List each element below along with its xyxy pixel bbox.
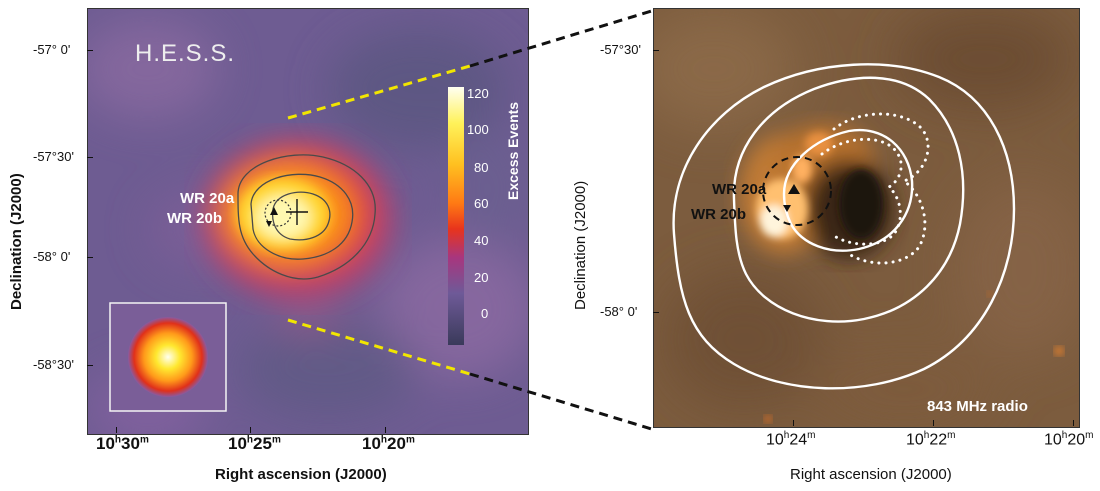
wr20a-label-right: WR 20a [712,181,767,198]
left-x-axis-title: Right ascension (J2000) [215,466,387,483]
right-x-tick: 10h20m [1044,430,1094,449]
left-y-tick: -57°30' [33,149,74,164]
right-x-tick: 10h24m [766,430,816,449]
radio-contour-outer [672,63,1016,390]
zoom-line-bottom-left [287,318,471,376]
left-y-tick: -57° 0' [33,42,71,57]
left-x-tick: 10h25m [228,434,281,453]
colorbar-tick: 100 [467,122,489,137]
right-y-tick: -57°30' [600,42,641,57]
dashed-circle [762,156,832,226]
right-y-tick: -58° 0' [600,304,638,319]
dotted-contour-outer [832,112,930,265]
wr20a-triangle-icon [270,207,278,215]
colorbar-tick: 20 [474,270,489,285]
zoom-line-top-right [469,8,656,68]
right-x-tick: 10h22m [906,430,956,449]
contour-outer [237,154,376,280]
colorbar-tick: 0 [481,306,489,321]
colorbar-tick: 120 [467,86,489,101]
radio-map-image [654,9,1079,427]
hess-map-image [88,9,528,434]
wr20b-label-left: WR 20b [167,210,223,227]
colorbar-tick: 40 [474,233,489,248]
right-x-axis-title: Right ascension (J2000) [790,466,952,483]
hess-map [87,8,529,435]
right-y-axis-title: Declination (J2000) [572,180,589,310]
zoom-line-bottom-right [469,372,656,432]
dotted-contour-inner [820,137,903,246]
colorbar-tick: 60 [474,196,489,211]
zoom-line-top-left [287,64,471,120]
colorbar-tick: 80 [474,160,489,175]
radio-contour-inner [782,128,914,252]
wr20b-label-right: WR 20b [691,206,747,223]
wr20a-label-left: WR 20a [180,190,235,207]
colorbar [448,87,464,345]
contour-inner [271,191,331,241]
left-y-tick: -58°30' [33,357,74,372]
left-y-tick: -58° 0' [33,249,71,264]
wr20b-triangle-icon [266,221,272,227]
dotted-circle [264,199,292,227]
hess-title: H.E.S.S. [135,40,236,67]
radio-contour-middle [732,76,965,323]
wr20b-triangle-icon-right [783,205,791,212]
left-x-tick: 10h20m [362,434,415,453]
radio-map [653,8,1080,428]
contour-middle [250,173,354,260]
left-x-tick: 10h30m [96,434,149,453]
wr20a-triangle-icon-right [788,184,800,194]
radio-label: 843 MHz radio [927,398,1028,415]
psf-blob [128,317,208,397]
